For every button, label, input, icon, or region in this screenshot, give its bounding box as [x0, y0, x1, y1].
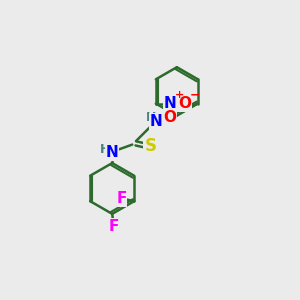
- Text: F: F: [116, 191, 127, 206]
- Text: N: N: [106, 145, 118, 160]
- Text: S: S: [144, 137, 156, 155]
- Text: −: −: [190, 88, 200, 101]
- Text: +: +: [175, 91, 184, 100]
- Text: H: H: [100, 143, 110, 156]
- Text: F: F: [108, 219, 119, 234]
- Text: N: N: [164, 96, 176, 111]
- Text: O: O: [178, 96, 191, 111]
- Text: H: H: [146, 111, 156, 124]
- Text: O: O: [164, 110, 177, 125]
- Text: N: N: [150, 114, 162, 129]
